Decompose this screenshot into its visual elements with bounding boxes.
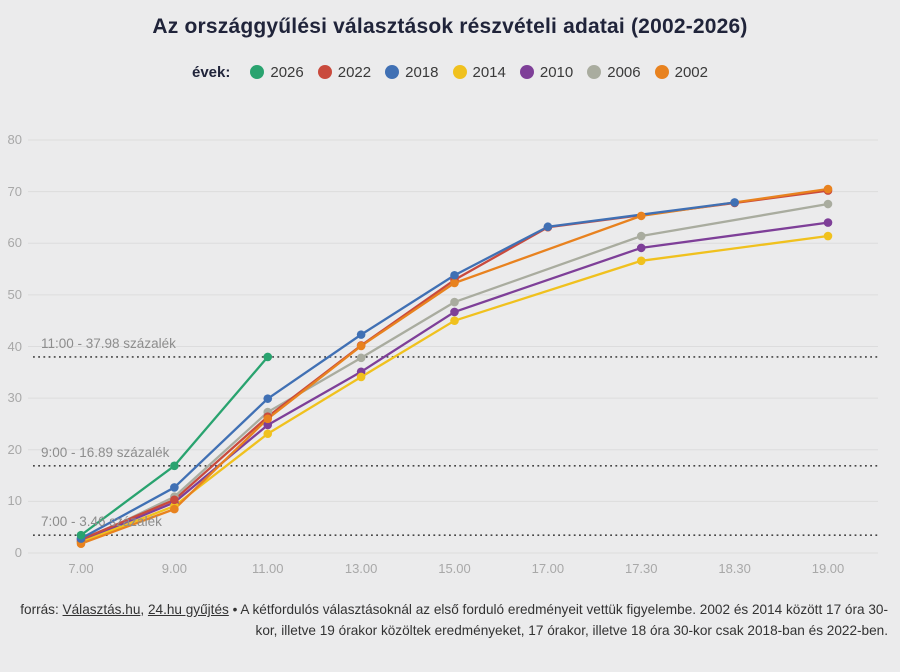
data-point-2018-17.00[interactable] [543,222,553,232]
source-separator: , [140,602,148,617]
legend-year-label: 2006 [607,63,641,81]
legend-label: évek: [192,63,231,81]
data-point-2022-9.00[interactable] [170,495,179,505]
legend-year-label: 2022 [337,63,372,81]
series-line-2010 [79,221,830,543]
data-point-2014-17.30[interactable] [636,256,646,266]
legend-dot-2002 [654,65,669,79]
legend-item-2006[interactable]: 2006 [587,63,641,81]
data-point-2010-15.00[interactable] [450,307,459,317]
legend-item-2018[interactable]: 2018 [385,63,439,81]
data-point-2018-18.30[interactable] [730,198,739,207]
series-line-2018 [79,201,736,540]
legend-year-label: 2014 [472,63,506,81]
legend-item-2022[interactable]: 2022 [317,63,372,81]
data-point-2018-11.00[interactable] [263,394,273,403]
legend-item-2014[interactable]: 2014 [452,63,506,81]
data-point-2006-15.00[interactable] [450,297,459,307]
chart-title: Az országgyűlési választások részvételi … [152,15,748,38]
data-point-2002-11.00[interactable] [263,414,273,424]
legend-dot-2022 [317,65,332,79]
legend-item-2002[interactable]: 2002 [654,63,708,81]
legend-dot-2014 [452,65,467,79]
y-tick-label: 20 [7,441,22,457]
legend-year-label: 2002 [674,63,708,81]
y-tick-label: 50 [7,286,22,302]
data-point-2014-19.00[interactable] [823,231,833,241]
legend-dot-2010 [519,65,534,79]
y-tick-label: 80 [7,132,22,147]
x-tick-label: 17.00 [531,561,565,576]
data-point-2026-7.00[interactable] [76,530,86,540]
source-footnote: forrás: Választás.hu, 24.hu gyűjtés • A … [16,599,888,641]
data-point-2014-11.00[interactable] [263,429,273,439]
data-point-2018-13.00[interactable] [356,330,366,339]
y-tick-label: 10 [7,493,22,509]
data-point-2014-15.00[interactable] [450,316,459,325]
data-point-2018-15.00[interactable] [450,270,459,280]
source-link-valasztas[interactable]: Választás.hu [62,602,141,617]
threshold-annotation-37.98: 11:00 - 37.98 százalék [41,335,176,351]
data-point-2010-19.00[interactable] [823,218,833,227]
data-point-2002-15.00[interactable] [450,278,459,288]
legend-year-label: 2010 [539,63,574,81]
source-note: • A kétfordulós választásoknál az első f… [228,602,888,639]
data-point-2026-11.00[interactable] [263,352,273,362]
x-tick-label: 9.00 [161,561,188,576]
x-tick-label: 17.30 [624,561,658,576]
data-point-2002-19.00[interactable] [823,184,833,194]
data-point-2002-17.30[interactable] [636,211,646,221]
source-prefix: forrás: [20,602,63,617]
legend-dot-2006 [587,65,602,79]
data-point-2026-9.00[interactable] [170,461,179,471]
legend-dot-2026 [250,65,265,79]
y-tick-label: 60 [7,235,22,251]
x-tick-label: 11.00 [251,561,284,576]
y-tick-label: 70 [7,183,22,199]
y-tick-label: 30 [7,390,22,406]
legend-dot-2018 [385,65,400,79]
data-point-2006-17.30[interactable] [636,231,646,241]
legend-item-2026[interactable]: 2026 [250,63,304,81]
data-point-2010-11.00[interactable] [263,420,273,430]
x-tick-label: 15.00 [438,561,471,576]
legend-year-label: 2018 [405,63,439,81]
series-line-2002 [79,187,830,545]
legend-year-label: 2026 [270,63,304,81]
data-point-2006-13.00[interactable] [356,353,366,363]
data-point-2014-13.00[interactable] [356,372,366,382]
x-tick-label: 7.00 [68,561,94,576]
source-link-24hu[interactable]: 24.hu gyűjtés [147,602,229,617]
chart-legend: évek: 2026 2022 2018 2014 2010 2006 2002 [0,61,900,83]
data-point-2002-13.00[interactable] [356,341,366,351]
x-tick-label: 19.00 [811,561,845,576]
data-point-2010-17.30[interactable] [636,243,646,253]
y-tick-label: 0 [14,545,22,560]
x-tick-label: 18.30 [718,561,751,576]
y-tick-label: 40 [7,338,22,354]
threshold-annotation-16.89: 9:00 - 16.89 százalék [41,444,170,460]
legend-item-2010[interactable]: 2010 [519,63,574,81]
data-point-2006-19.00[interactable] [823,199,833,209]
data-point-2018-9.00[interactable] [170,483,179,492]
threshold-annotation-3.46: 7:00 - 3.46 százalék [41,514,162,530]
x-tick-label: 13.00 [344,561,378,576]
data-point-2002-9.00[interactable] [170,504,179,514]
